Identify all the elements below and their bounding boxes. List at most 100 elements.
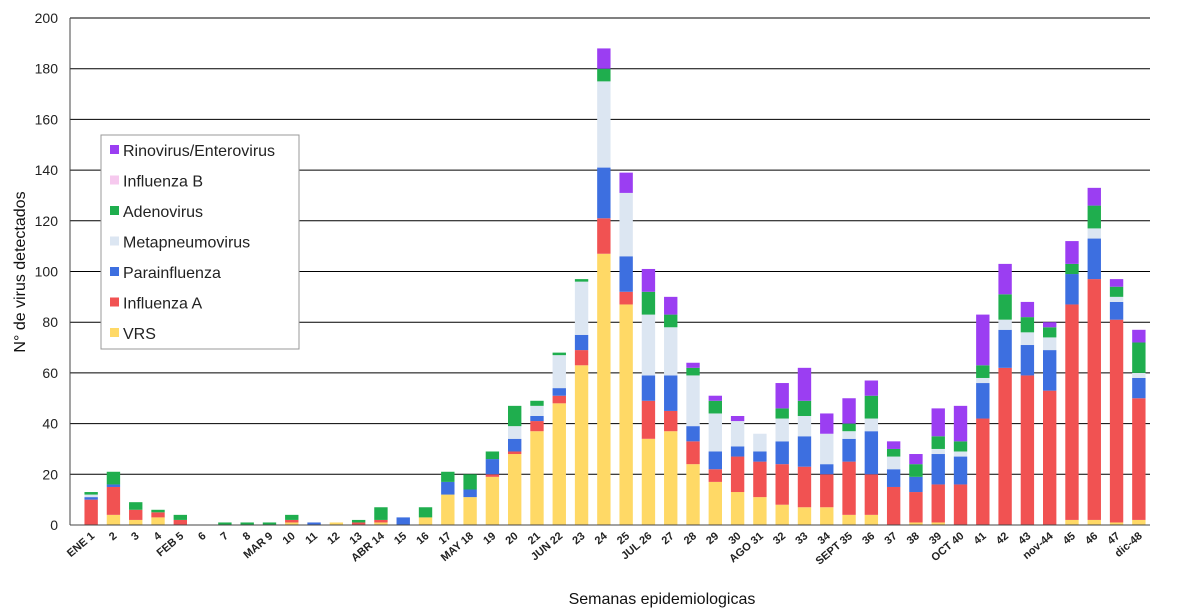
bar-segment-vrs: [106, 514, 121, 525]
bar-segment-adenovirus: [129, 502, 143, 510]
bar-segment-influenza-a: [686, 441, 700, 465]
bar-segment-metapneumovirus: [842, 431, 856, 439]
bar-segment-parainfluenza: [976, 383, 990, 419]
bar-segment-rinovirus-enterovirus: [1065, 241, 1079, 264]
bar-segment-influenza-a: [998, 367, 1012, 525]
bar-segment-adenovirus: [976, 365, 990, 378]
bar-segment-vrs: [664, 431, 678, 525]
bar-segment-adenovirus: [775, 408, 789, 419]
bar-segment-influenza-a: [730, 456, 745, 493]
bar-segment-rinovirus-enterovirus: [708, 395, 722, 401]
bar-segment-metapneumovirus: [84, 494, 98, 498]
y-tick-label: 60: [42, 365, 58, 381]
bar-segment-vrs: [129, 519, 143, 525]
bar-segment-vrs: [820, 507, 834, 525]
bar-segment-rinovirus-enterovirus: [820, 413, 834, 434]
bar-segment-rinovirus-enterovirus: [886, 441, 901, 449]
bar-segment-rinovirus-enterovirus: [953, 405, 968, 442]
bar-segment-adenovirus: [552, 352, 566, 356]
x-tick-label: 7: [218, 530, 230, 543]
bar-segment-metapneumovirus: [641, 314, 656, 376]
bar-segment-vrs: [842, 514, 856, 525]
bar-segment-adenovirus: [909, 464, 923, 477]
x-tick-label: 6: [196, 530, 208, 543]
bar-segment-parainfluenza: [864, 431, 879, 475]
bar-segment-parainfluenza: [1020, 345, 1035, 376]
bar-segment-metapneumovirus: [976, 377, 990, 384]
x-tick-label: 24: [593, 530, 611, 548]
x-tick-label: 46: [1083, 530, 1100, 547]
x-tick-label: 4: [152, 530, 165, 544]
bar-segment-metapneumovirus: [931, 448, 945, 455]
x-tick-label: 45: [1061, 530, 1078, 547]
bar-segment-rinovirus-enterovirus: [842, 398, 856, 424]
bar-segment-influenza-a: [1065, 304, 1079, 520]
bar-segment-parainfluenza: [775, 441, 789, 465]
legend-swatch: [110, 297, 119, 307]
bar-segment-influenza-a: [1132, 398, 1146, 520]
bar-segment-rinovirus-enterovirus: [931, 408, 945, 437]
x-tick-label: 28: [682, 530, 699, 547]
legend-swatch: [110, 236, 119, 246]
legend-swatch: [110, 145, 119, 154]
bar-segment-parainfluenza: [886, 469, 901, 487]
bar-segment-adenovirus: [842, 423, 856, 432]
bar-segment-vrs: [775, 504, 789, 525]
bar-segment-influenza-a: [664, 410, 678, 432]
legend-swatch: [110, 175, 119, 185]
bar-segment-vrs: [441, 494, 455, 525]
bar-segment-rinovirus-enterovirus: [1020, 301, 1035, 318]
bar-segment-rinovirus-enterovirus: [641, 268, 656, 292]
bar-segment-adenovirus: [262, 522, 277, 525]
bar-segment-vrs: [931, 522, 945, 525]
bar-segment-influenza-a: [641, 400, 656, 439]
bar-segment-adenovirus: [218, 522, 232, 525]
bar-segment-parainfluenza: [998, 329, 1012, 368]
bar-segment-metapneumovirus: [574, 281, 589, 335]
bar-segment-parainfluenza: [1132, 377, 1146, 399]
bar-segment-influenza-a: [597, 218, 611, 254]
bar-segment-rinovirus-enterovirus: [864, 380, 879, 396]
x-tick-label: 3: [129, 530, 141, 543]
x-tick-label: 38: [905, 530, 922, 547]
bar-segment-influenza-a: [820, 474, 834, 508]
bar-segment-adenovirus: [1065, 263, 1079, 275]
bar-segment-parainfluenza: [619, 256, 633, 292]
bar-segment-adenovirus: [418, 507, 433, 518]
bar-segment-parainfluenza: [953, 456, 968, 485]
bar-segment-influenza-a: [909, 492, 923, 523]
bar-segment-parainfluenza: [485, 459, 500, 475]
bar-segment-rinovirus-enterovirus: [1043, 322, 1057, 328]
legend-label: Adenovirus: [123, 204, 203, 221]
legend-swatch: [110, 206, 119, 215]
bar-segment-vrs: [1132, 519, 1146, 525]
x-tick-label: 32: [771, 530, 788, 547]
bar-segment-influenza-a: [151, 512, 165, 518]
x-tick-label: 36: [860, 530, 877, 547]
bar-segment-adenovirus: [931, 436, 945, 449]
bar-segment-parainfluenza: [597, 167, 611, 219]
bar-segment-parainfluenza: [708, 451, 722, 470]
bar-segment-adenovirus: [686, 367, 700, 376]
bar-segment-adenovirus: [886, 448, 901, 457]
bar-segment-metapneumovirus: [820, 433, 834, 465]
bar-segment-rinovirus-enterovirus: [619, 172, 633, 193]
x-axis-title: Semanas epidemiologicas: [569, 591, 756, 608]
bar-segment-adenovirus: [106, 471, 121, 485]
bar-segment-influenza-a: [173, 519, 187, 525]
bar-segment-rinovirus-enterovirus: [797, 367, 812, 401]
bar-segment-metapneumovirus: [508, 426, 522, 439]
bar-segment-rinovirus-enterovirus: [976, 314, 990, 366]
bar-segment-metapneumovirus: [1043, 337, 1057, 351]
bar-segment-influenza-a: [1043, 390, 1057, 525]
bar-segment-vrs: [463, 497, 477, 525]
bar-segment-vrs: [708, 481, 722, 525]
bar-segment-rinovirus-enterovirus: [664, 296, 678, 315]
y-tick-label: 120: [35, 213, 59, 229]
bar-segment-influenza-a: [508, 451, 522, 455]
bar-segment-adenovirus: [530, 400, 544, 406]
bar-segment-rinovirus-enterovirus: [909, 454, 923, 465]
bar-segment-influenza-a: [1109, 319, 1124, 523]
bar-segment-influenza-a: [864, 474, 879, 515]
bar-segment-vrs: [574, 365, 589, 525]
